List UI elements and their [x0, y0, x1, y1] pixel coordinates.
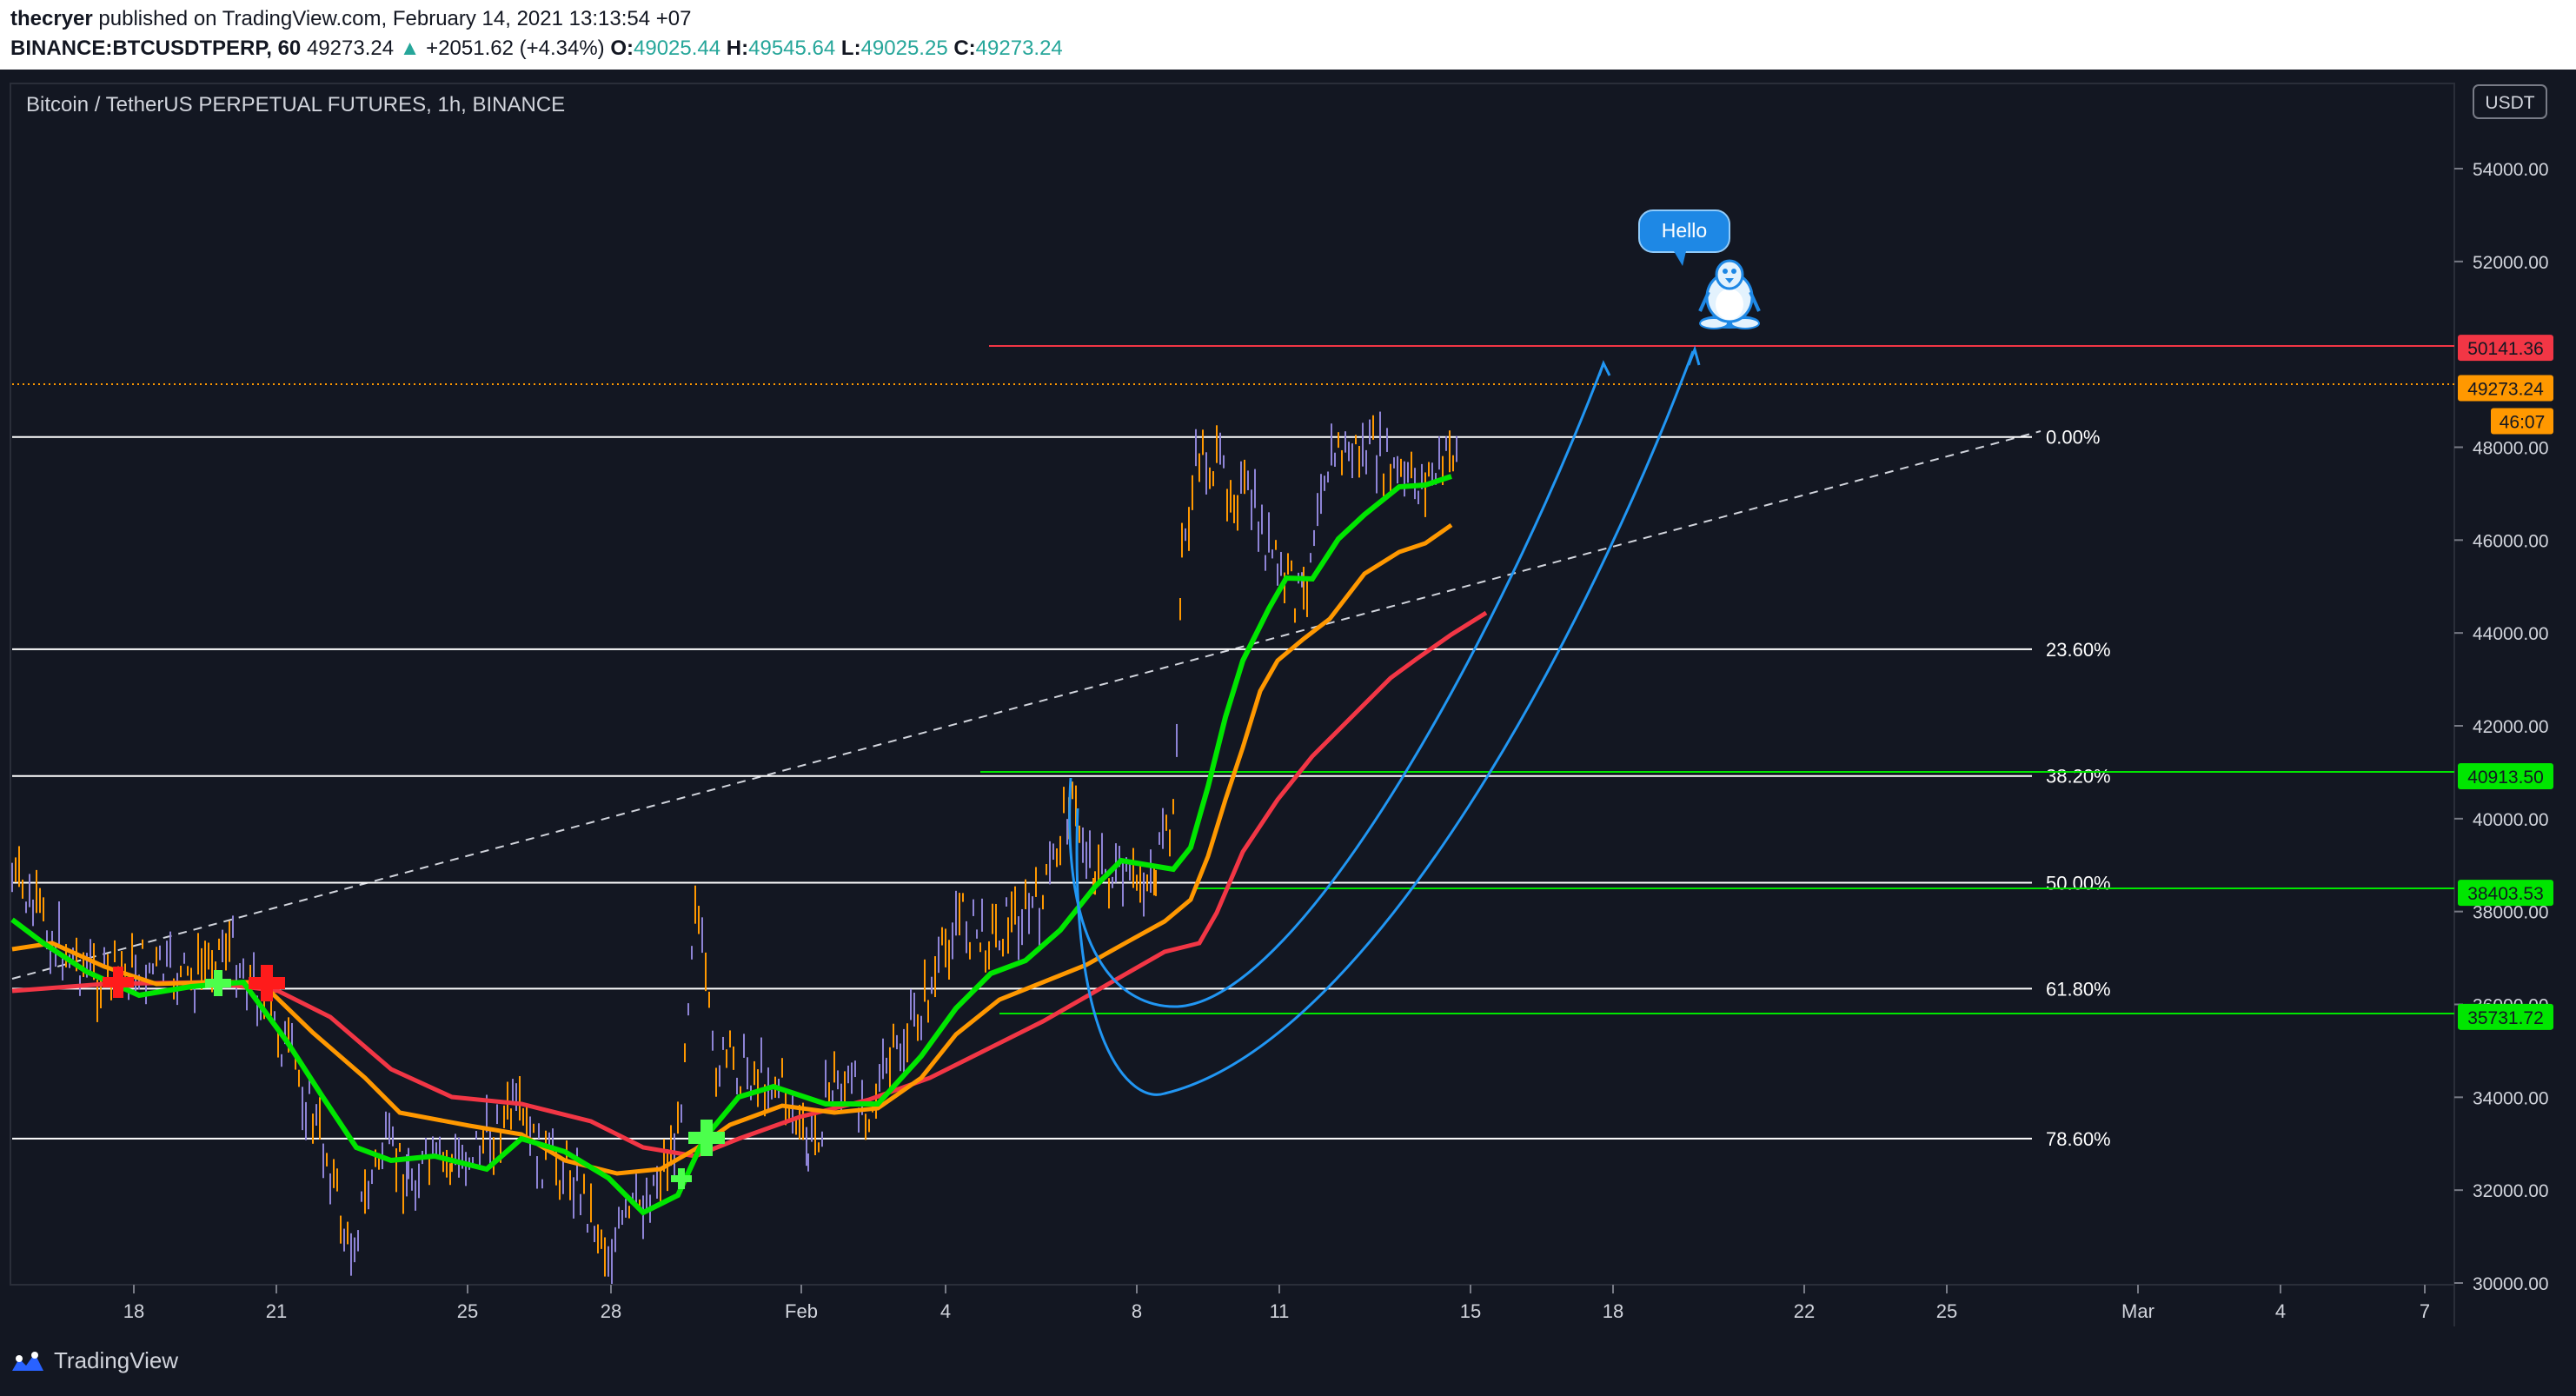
price-axis-label: 48000.00 — [2473, 439, 2549, 459]
time-axis-label: Feb — [785, 1300, 818, 1322]
price-tag-label: 35731.72 — [2467, 1008, 2544, 1028]
time-axis-label: 7 — [2420, 1300, 2430, 1322]
sell-signal-markers — [103, 965, 285, 1001]
price-chart[interactable]: Bitcoin / TetherUS PERPETUAL FUTURES, 1h… — [0, 70, 2576, 1330]
time-axis-label: 15 — [1460, 1300, 1481, 1322]
time-axis-label: 25 — [457, 1300, 478, 1322]
chart-title: Bitcoin / TetherUS PERPETUAL FUTURES, 1h… — [26, 93, 565, 116]
price-axis-label: 42000.00 — [2473, 717, 2549, 737]
buy-signal-markers — [205, 970, 725, 1189]
price-tag-box — [2458, 1003, 2553, 1030]
currency-button[interactable]: USDT — [2473, 84, 2547, 119]
callout-text: Hello — [1662, 219, 1707, 242]
tradingview-brand[interactable]: TradingView — [54, 1347, 179, 1373]
price-axis-label: 32000.00 — [2473, 1181, 2549, 1201]
time-axis-label: 28 — [601, 1300, 621, 1322]
price-tag-box — [2458, 375, 2553, 402]
high-label: H: — [726, 37, 749, 60]
open-label: O: — [610, 37, 634, 60]
time-axis-label: 25 — [1936, 1300, 1957, 1322]
ohlc-line: BINANCE:BTCUSDTPERP, 60 49273.24 ▲ +2051… — [10, 37, 1063, 61]
price-axis-label: 38000.00 — [2473, 903, 2549, 923]
time-axis-label: 8 — [1132, 1300, 1142, 1322]
time-axis-label: 4 — [940, 1300, 951, 1322]
time-axis-label: 18 — [123, 1300, 144, 1322]
projection-arrows[interactable] — [1068, 345, 1701, 1096]
footer-bar: TradingView — [0, 1330, 2576, 1396]
ema-slow-line — [11, 610, 1488, 1159]
price-axis-label: 44000.00 — [2473, 624, 2549, 644]
penguin-icon[interactable] — [1698, 259, 1761, 329]
price-axis-label: 40000.00 — [2473, 810, 2549, 830]
price-tag-box — [2491, 408, 2553, 435]
publish-line: thecryer published on TradingView.com, F… — [10, 7, 691, 31]
tradingview-logo-icon — [12, 1351, 43, 1371]
price-axis-label: 52000.00 — [2473, 253, 2549, 273]
price-tag-label: 38403.53 — [2467, 884, 2544, 904]
close-label: C: — [953, 37, 976, 60]
fib-level-label: 61.80% — [2046, 978, 2111, 1000]
price-tag-box — [2458, 763, 2553, 790]
fib-level-label: 78.60% — [2046, 1128, 2111, 1150]
price-axis-label: 54000.00 — [2473, 160, 2549, 180]
fib-level-label: 23.60% — [2046, 639, 2111, 661]
price-axis-label: 34000.00 — [2473, 1088, 2549, 1108]
currency-button-frame[interactable] — [2473, 84, 2547, 119]
high-value: 49545.64 — [748, 37, 836, 60]
time-axis-label: 22 — [1794, 1300, 1815, 1322]
ema-fast-line — [10, 474, 1452, 1216]
open-value: 49025.44 — [634, 37, 721, 60]
time-axis-label: 4 — [2275, 1300, 2286, 1322]
close-value: 49273.24 — [975, 37, 1063, 60]
fib-level-label: 38.20% — [2046, 766, 2111, 788]
author-name[interactable]: thecryer — [10, 7, 93, 30]
price-axis-label: 46000.00 — [2473, 531, 2549, 551]
price-tags: 50141.36 49273.24 46:07 40913.50 38403.53 357… — [2458, 335, 2553, 1030]
price-axis[interactable]: 54000.00 52000.00 48000.00 46000.00 44000.00… — [2454, 160, 2549, 1294]
fibonacci-retracement[interactable]: 0.00% 23.60% 38.20% 50.00% 61.80% 78.60% — [12, 427, 2111, 1150]
price-axis-label: 30000.00 — [2473, 1274, 2549, 1294]
symbol-label[interactable]: BINANCE:BTCUSDTPERP, 60 — [10, 37, 302, 60]
time-axis-label: 18 — [1603, 1300, 1623, 1322]
low-value: 49025.25 — [860, 37, 948, 60]
chart-header: thecryer published on TradingView.com, F… — [0, 0, 2576, 70]
trend-line[interactable] — [11, 430, 2042, 980]
fib-level-label: 0.00% — [2046, 427, 2100, 449]
price-tag-label: 40913.50 — [2467, 768, 2544, 788]
last-price: 49273.24 — [306, 37, 395, 60]
price-tag-box — [2458, 880, 2553, 907]
price-tag-box — [2458, 335, 2553, 362]
price-tag-label: 46:07 — [2500, 413, 2546, 433]
price-change: +2051.62 (+4.34%) — [426, 37, 605, 60]
time-axis-label: 11 — [1270, 1300, 1290, 1322]
publish-info: published on TradingView.com, February 1… — [98, 7, 692, 30]
time-axis-label: Mar — [2121, 1300, 2154, 1322]
time-axis-label: 21 — [266, 1300, 287, 1322]
up-arrow-icon: ▲ — [399, 37, 421, 60]
currency-label[interactable]: USDT — [2485, 93, 2534, 113]
ema-mid-line — [11, 522, 1453, 1176]
price-tag-label: 49273.24 — [2467, 380, 2544, 400]
plot-border — [10, 83, 2455, 1286]
low-label: L: — [840, 37, 861, 60]
fib-level-label: 50.00% — [2046, 873, 2111, 894]
price-tag-label: 50141.36 — [2467, 339, 2544, 359]
callout-bubble[interactable]: Hello — [1638, 209, 1730, 266]
time-axis[interactable]: 18 21 25 28 Feb 4 8 11 15 18 22 25 Mar 4 7 — [123, 1285, 2430, 1322]
tradingview-logo[interactable]: TradingView — [10, 1347, 178, 1374]
candlestick-series — [11, 411, 1457, 1285]
